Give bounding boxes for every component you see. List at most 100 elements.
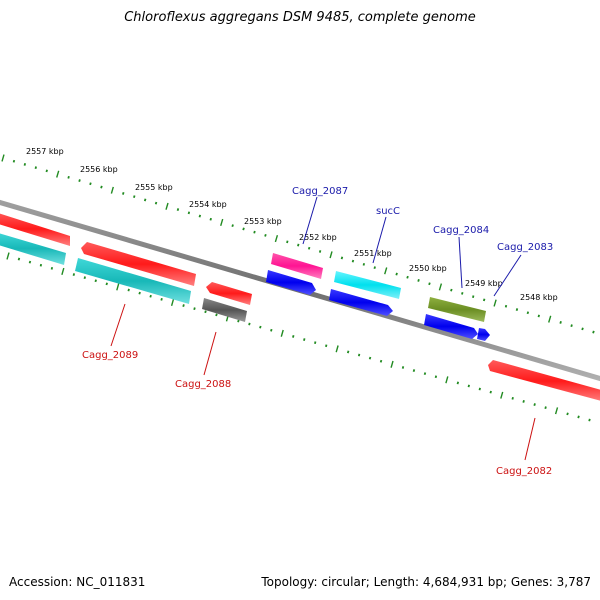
ruler-minor-tick (318, 250, 322, 253)
ruler-major-tick (280, 329, 284, 337)
ruler-minor-tick (176, 208, 180, 211)
ruler-minor-tick (515, 308, 519, 311)
ruler-major-tick (116, 283, 120, 291)
gene-feature-pink (271, 253, 323, 279)
gene-feature-gray (202, 298, 247, 322)
ruler-minor-tick (187, 211, 191, 215)
ruler-minor-tick (23, 163, 27, 166)
ruler-minor-tick (89, 182, 92, 186)
tick-label: 2552 kbp (299, 233, 337, 242)
ruler-minor-tick (50, 266, 54, 270)
ruler-minor-tick (204, 310, 207, 314)
ruler-minor-tick (253, 230, 256, 234)
ruler-minor-tick (379, 359, 383, 363)
tick-label: 2550 kbp (409, 264, 447, 273)
ruler-major-tick (493, 299, 497, 307)
ruler-major-tick (438, 283, 443, 291)
gene-feature-cyan (0, 233, 66, 265)
ruler-minor-tick (231, 224, 234, 228)
ruler-minor-tick (237, 319, 240, 323)
ruler-minor-tick (450, 288, 453, 292)
ruler-minor-tick (581, 327, 584, 331)
ruler-minor-tick (270, 328, 273, 332)
ruler-major-tick (220, 218, 224, 227)
ruler-major-tick (445, 376, 449, 384)
ruler-minor-tick (434, 375, 438, 379)
ruler-minor-tick (592, 330, 595, 334)
ruler-minor-tick (17, 257, 21, 261)
gene-labels-bottom: Cagg_2089 Cagg_2088 Cagg_2082 (82, 350, 552, 477)
ruler-minor-tick (83, 276, 86, 280)
tick-label: 2557 kbp (26, 147, 64, 156)
ruler-minor-tick (94, 279, 97, 283)
ruler-minor-tick (346, 350, 350, 354)
ruler-minor-tick (209, 217, 212, 221)
ruler-minor-tick (489, 390, 492, 394)
ruler-minor-tick (417, 279, 420, 282)
ruler-minor-tick (478, 387, 481, 391)
ruler-minor-tick (45, 169, 48, 173)
ruler-minor-tick (467, 384, 470, 388)
ruler-major-tick (500, 391, 504, 399)
ruler-major-tick (165, 202, 169, 210)
ruler-minor-tick (544, 406, 547, 410)
ruler-minor-tick (504, 304, 508, 308)
accession-text: Accession: NC_011831 (9, 575, 146, 589)
ruler-outer (1, 154, 595, 334)
ruler-major-tick (329, 251, 333, 259)
ruler-minor-tick (314, 341, 317, 345)
ruler-minor-tick (72, 273, 76, 276)
gene-feature-cyan (75, 258, 191, 304)
gene-feature-red (0, 213, 70, 246)
ruler-minor-tick (362, 262, 366, 266)
ruler-minor-tick (566, 412, 569, 416)
gene-labels-top: Cagg_2087 sucC Cagg_2084 Cagg_2083 (292, 186, 553, 253)
gene-feature-aqua (334, 271, 401, 299)
ruler-major-tick (110, 186, 114, 194)
ruler-minor-tick (428, 282, 431, 286)
ruler-major-tick (390, 360, 394, 368)
ruler-minor-tick (472, 295, 475, 299)
ruler-minor-tick (395, 272, 398, 276)
ruler-minor-tick (39, 263, 43, 267)
ruler-minor-tick (78, 179, 81, 182)
ruler-minor-tick (242, 227, 245, 231)
ruler-minor-tick (373, 266, 376, 270)
tick-label: 2551 kbp (354, 249, 392, 258)
forward-strand-features (0, 213, 486, 322)
ruler-minor-tick (461, 291, 464, 295)
ruler-inner (6, 252, 591, 422)
ruler-major-tick (6, 252, 10, 260)
ruler-major-tick (548, 315, 552, 323)
ruler-minor-tick (286, 240, 289, 244)
ruler-minor-tick (412, 369, 416, 372)
ruler-minor-tick (423, 372, 427, 376)
gene-feature-red (206, 282, 252, 305)
ruler-minor-tick (559, 321, 562, 324)
ruler-major-tick (61, 267, 65, 275)
ruler-minor-tick (127, 288, 130, 292)
ruler-minor-tick (588, 418, 591, 422)
tick-labels: 2557 kbp 2556 kbp 2555 kbp 2554 kbp 2553… (26, 147, 558, 302)
ruler-minor-tick (149, 294, 152, 298)
ruler-minor-tick (307, 246, 311, 250)
tick-label: 2553 kbp (244, 217, 282, 226)
ruler-minor-tick (248, 322, 251, 326)
ruler-minor-tick (160, 297, 163, 301)
ruler-minor-tick (325, 344, 328, 348)
ruler-minor-tick (133, 195, 136, 199)
ruler-minor-tick (100, 185, 103, 189)
ruler-minor-tick (368, 356, 372, 360)
ruler-major-tick (170, 298, 175, 306)
ruler-minor-tick (67, 175, 70, 179)
gene-feature-olive (428, 297, 486, 322)
ruler-minor-tick (292, 335, 295, 338)
ruler-minor-tick (303, 338, 306, 341)
ruler-major-tick (554, 407, 559, 415)
gene-label: Cagg_2089 (82, 350, 138, 361)
ruler-major-tick (56, 170, 60, 178)
genome-summary-text: Topology: circular; Length: 4,684,931 bp… (261, 575, 591, 589)
gene-feature-blue (329, 289, 393, 316)
gene-label: Cagg_2084 (433, 225, 489, 236)
tick-label: 2554 kbp (189, 200, 227, 209)
